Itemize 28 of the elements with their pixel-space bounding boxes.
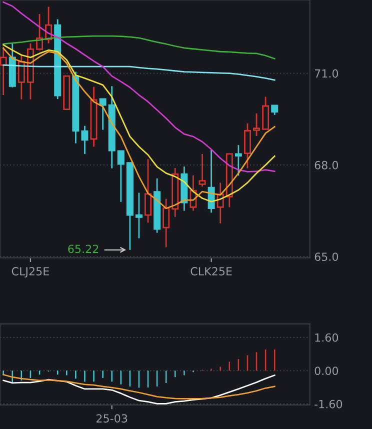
annotation: 65.22 — [68, 244, 98, 254]
candlestick — [117, 150, 124, 203]
x-tick-label: CLJ25E — [12, 267, 49, 278]
y-tick-label: 65.0 — [314, 252, 338, 261]
candlestick — [198, 153, 206, 188]
candlestick — [253, 112, 260, 137]
y-tick-label: 0.00 — [314, 366, 338, 376]
y-tick-label: -1.60 — [314, 400, 342, 408]
candlestick — [244, 122, 251, 170]
candlestick — [144, 158, 152, 224]
candlestick — [99, 98, 106, 131]
candlestick — [135, 192, 142, 239]
candlestick — [162, 198, 170, 248]
candlestick — [81, 125, 88, 155]
x-tick-label: 25-03 — [96, 414, 128, 423]
candlestick — [234, 144, 242, 176]
line-series — [2, 374, 276, 404]
candlestick — [36, 13, 44, 52]
candlestick — [262, 96, 270, 130]
candlestick — [0, 46, 7, 96]
x-tick-label: CLK25E — [190, 267, 232, 276]
line-series — [2, 1, 276, 172]
y-tick-label: 68.0 — [314, 160, 338, 170]
y-tick-label: 1.60 — [315, 333, 338, 342]
y-tick-label: 71.0 — [314, 69, 338, 78]
line-series — [2, 374, 276, 400]
candlestick — [271, 104, 278, 116]
candlestick — [18, 54, 25, 100]
